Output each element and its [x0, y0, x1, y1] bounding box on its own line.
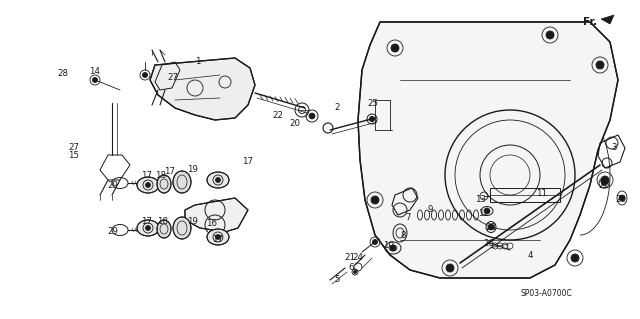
Polygon shape [601, 15, 614, 24]
Ellipse shape [137, 220, 159, 236]
Circle shape [216, 177, 221, 182]
Text: 26: 26 [483, 239, 495, 248]
Text: 11: 11 [536, 189, 547, 197]
Circle shape [484, 208, 490, 214]
Circle shape [216, 234, 221, 240]
Circle shape [145, 182, 150, 188]
Circle shape [488, 224, 494, 230]
Text: 29: 29 [108, 227, 118, 236]
Text: 22: 22 [598, 181, 609, 189]
Circle shape [391, 44, 399, 52]
Text: 17: 17 [164, 167, 175, 176]
Circle shape [571, 254, 579, 262]
Text: 19: 19 [187, 166, 197, 174]
Circle shape [372, 240, 378, 244]
Circle shape [369, 116, 374, 122]
Text: 10: 10 [383, 241, 394, 250]
Text: 27: 27 [168, 73, 179, 83]
Text: 13: 13 [476, 196, 486, 204]
Text: 16: 16 [207, 219, 218, 228]
Ellipse shape [207, 172, 229, 188]
Polygon shape [185, 198, 248, 232]
Circle shape [371, 196, 379, 204]
Circle shape [390, 245, 396, 251]
Text: 18: 18 [157, 218, 168, 226]
Text: 14: 14 [90, 68, 100, 77]
Text: 15: 15 [68, 151, 79, 160]
Circle shape [619, 195, 625, 201]
Circle shape [446, 264, 454, 272]
Text: 28: 28 [58, 70, 68, 78]
Circle shape [143, 72, 147, 78]
Polygon shape [150, 58, 255, 120]
Circle shape [596, 61, 604, 69]
Circle shape [601, 176, 609, 184]
Text: 7: 7 [405, 213, 411, 222]
Text: 1: 1 [195, 57, 201, 66]
Text: 21: 21 [344, 254, 355, 263]
Text: 17: 17 [141, 170, 152, 180]
Circle shape [546, 31, 554, 39]
Ellipse shape [173, 217, 191, 239]
Text: 18: 18 [156, 170, 166, 180]
Text: 17: 17 [212, 235, 223, 244]
Text: 22: 22 [273, 110, 284, 120]
Text: 20: 20 [616, 196, 627, 204]
Ellipse shape [137, 177, 159, 193]
Ellipse shape [207, 229, 229, 245]
Circle shape [353, 271, 356, 273]
Ellipse shape [157, 220, 171, 238]
Text: 8: 8 [400, 232, 406, 241]
Circle shape [602, 181, 607, 186]
Text: 3: 3 [611, 144, 617, 152]
Text: 25: 25 [367, 100, 378, 108]
Circle shape [93, 78, 97, 83]
Text: SP03-A0700C: SP03-A0700C [520, 290, 572, 299]
Text: 24: 24 [353, 253, 364, 262]
Text: Fr.: Fr. [583, 17, 597, 27]
Text: 29: 29 [108, 181, 118, 189]
Text: 5: 5 [334, 275, 340, 284]
Text: 12: 12 [479, 209, 490, 218]
Text: 2: 2 [334, 103, 340, 113]
Polygon shape [358, 22, 618, 278]
Text: 27: 27 [68, 144, 79, 152]
Text: 20: 20 [289, 120, 301, 129]
Text: 19: 19 [187, 218, 197, 226]
Text: 23: 23 [486, 224, 497, 233]
Text: 4: 4 [527, 250, 532, 259]
Text: 6: 6 [348, 263, 354, 271]
Circle shape [145, 226, 150, 231]
Circle shape [309, 113, 315, 119]
Ellipse shape [173, 171, 191, 193]
Text: 17: 17 [243, 157, 253, 166]
Text: 17: 17 [141, 218, 152, 226]
Ellipse shape [157, 175, 171, 193]
Text: 9: 9 [428, 205, 433, 214]
